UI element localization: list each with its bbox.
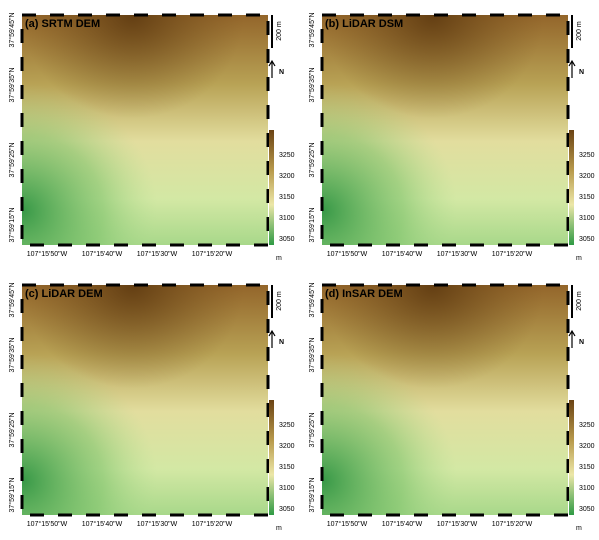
north-arrow [569, 331, 575, 348]
colorbar-unit: m [276, 525, 282, 532]
latitude-label: 37°59'35"N [308, 337, 316, 372]
latitude-label: 37°59'15"N [8, 207, 16, 242]
colorbar-tick-label: 3150 [279, 464, 295, 471]
longitude-label: 107°15'50"W [27, 520, 68, 528]
colorbar-tick-label: 3100 [579, 485, 595, 492]
map-relief [22, 15, 268, 245]
colorbar-tick-label: 3100 [279, 215, 295, 222]
colorbar-tick-label: 3200 [579, 443, 595, 450]
longitude-label: 107°15'30"W [137, 250, 178, 258]
colorbar-tick-label: 3150 [579, 464, 595, 471]
scale-bar-label: 200 m [276, 291, 283, 311]
longitude-label: 107°15'50"W [327, 520, 368, 528]
figure: (a) SRTM DEM 37°59'45"N 37°59'35"N 37°59'25… [0, 0, 599, 540]
north-label: N [279, 339, 284, 346]
longitude-label: 107°15'40"W [82, 520, 123, 528]
scale-bar-label: 200 m [576, 21, 583, 41]
longitude-label: 107°15'30"W [437, 250, 478, 258]
colorbar-tick-label: 3200 [279, 443, 295, 450]
colorbar [569, 400, 574, 515]
latitude-label: 37°59'15"N [308, 477, 316, 512]
north-arrow [269, 331, 275, 348]
latitude-label: 37°59'35"N [8, 67, 16, 102]
panel-title: (a) SRTM DEM [25, 18, 100, 30]
colorbar-tick-label: 3050 [279, 236, 295, 243]
map-relief [322, 285, 568, 515]
latitude-label: 37°59'15"N [8, 477, 16, 512]
latitude-label: 37°59'25"N [8, 142, 16, 177]
panel-title: (b) LiDAR DSM [325, 18, 403, 30]
latitude-label: 37°59'25"N [308, 412, 316, 447]
panel-title: (c) LiDAR DEM [25, 288, 103, 300]
colorbar [269, 130, 274, 245]
map-relief [322, 15, 568, 245]
colorbar-tick-label: 3200 [579, 173, 595, 180]
latitude-label: 37°59'45"N [308, 12, 316, 47]
longitude-label: 107°15'30"W [437, 520, 478, 528]
longitude-label: 107°15'20"W [492, 250, 533, 258]
colorbar-tick-label: 3050 [279, 506, 295, 513]
longitude-label: 107°15'20"W [192, 250, 233, 258]
colorbar [269, 400, 274, 515]
colorbar-tick-label: 3250 [579, 152, 595, 159]
north-label: N [579, 339, 584, 346]
map-relief [22, 285, 268, 515]
longitude-label: 107°15'30"W [137, 520, 178, 528]
colorbar-unit: m [276, 255, 282, 262]
colorbar-tick-label: 3150 [279, 194, 295, 201]
longitude-label: 107°15'20"W [192, 520, 233, 528]
latitude-label: 37°59'25"N [308, 142, 316, 177]
colorbar-tick-label: 3200 [279, 173, 295, 180]
colorbar-tick-label: 3250 [279, 422, 295, 429]
latitude-label: 37°59'45"N [8, 12, 16, 47]
latitude-label: 37°59'35"N [308, 67, 316, 102]
latitude-label: 37°59'45"N [308, 282, 316, 317]
panel-title: (d) InSAR DEM [325, 288, 403, 300]
colorbar-tick-label: 3250 [279, 152, 295, 159]
colorbar-tick-label: 3100 [579, 215, 595, 222]
colorbar-tick-label: 3100 [279, 485, 295, 492]
colorbar [569, 130, 574, 245]
longitude-label: 107°15'20"W [492, 520, 533, 528]
colorbar-unit: m [576, 525, 582, 532]
colorbar-tick-label: 3250 [579, 422, 595, 429]
colorbar-tick-label: 3150 [579, 194, 595, 201]
latitude-label: 37°59'25"N [8, 412, 16, 447]
longitude-label: 107°15'40"W [82, 250, 123, 258]
latitude-label: 37°59'35"N [8, 337, 16, 372]
colorbar-tick-label: 3050 [579, 506, 595, 513]
colorbar-unit: m [576, 255, 582, 262]
north-arrow [569, 61, 575, 78]
north-arrow [269, 61, 275, 78]
north-label: N [579, 69, 584, 76]
longitude-label: 107°15'40"W [382, 250, 423, 258]
longitude-label: 107°15'50"W [327, 250, 368, 258]
longitude-label: 107°15'50"W [27, 250, 68, 258]
scale-bar-label: 200 m [276, 21, 283, 41]
latitude-label: 37°59'45"N [8, 282, 16, 317]
colorbar-tick-label: 3050 [579, 236, 595, 243]
latitude-label: 37°59'15"N [308, 207, 316, 242]
longitude-label: 107°15'40"W [382, 520, 423, 528]
scale-bar-label: 200 m [576, 291, 583, 311]
north-label: N [279, 69, 284, 76]
